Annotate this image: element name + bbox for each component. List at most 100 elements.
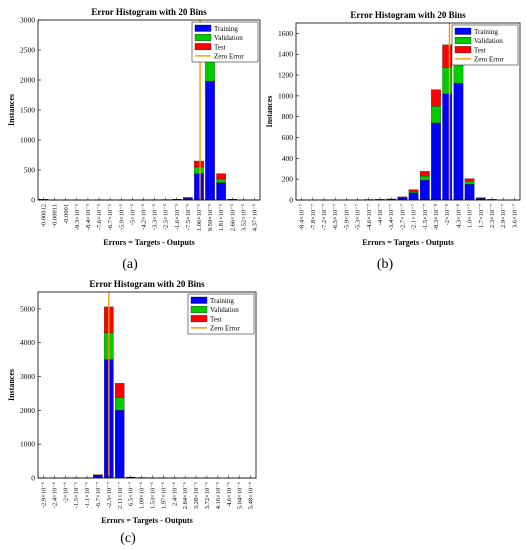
x-axis-label: Errors = Targets - Outputs <box>103 238 195 247</box>
y-tick-label: 2000 <box>20 406 35 415</box>
y-tick-label: 0 <box>31 196 35 205</box>
y-tick-label: 0 <box>289 196 293 205</box>
x-tick-label: 2.84×10⁻⁶ <box>182 482 189 509</box>
y-axis-label: Instances <box>265 95 274 127</box>
bar-test-16 <box>216 173 226 180</box>
y-tick-label: 800 <box>282 112 294 121</box>
x-tick-label: 2.3×10⁻⁷ <box>489 204 496 228</box>
legend-label: Test <box>210 315 222 323</box>
x-tick-label: -7.8×10⁻⁷ <box>310 204 317 230</box>
y-tick-label: 500 <box>24 166 36 175</box>
x-tick-label: 1.53×10⁻⁶ <box>149 482 156 509</box>
y-tick-label: 1600 <box>278 29 293 38</box>
x-tick-label: -7.6×10⁻⁵ <box>96 204 103 230</box>
legend-swatch-validation <box>190 306 208 313</box>
y-tick-label: 1400 <box>278 50 293 59</box>
x-tick-label: -9.3×10⁻⁵ <box>74 204 81 230</box>
legend-label: Validation <box>210 306 239 314</box>
x-tick-label: 2.4×10⁻⁶ <box>171 482 178 506</box>
x-tick-label: 4.3×10⁻⁸ <box>455 203 462 228</box>
chart-panel-2: Error Histogram with 20 Bins 0 1000 2000 300… <box>7 279 257 546</box>
legend-swatch-training <box>454 27 472 35</box>
legend-label: Training <box>210 297 234 305</box>
legend-swatch-test <box>454 46 472 54</box>
legend-label: Training <box>474 28 498 36</box>
x-tick-label: -2.3×10⁻⁷ <box>106 482 113 508</box>
x-tick-label: -2×10⁻⁶ <box>62 482 69 503</box>
bar-validation-11 <box>419 175 430 181</box>
legend-label: Test <box>214 43 226 51</box>
y-tick-label: 600 <box>282 133 294 142</box>
chart-title: Error Histogram with 20 Bins <box>89 279 205 289</box>
legend-label: Validation <box>474 37 503 45</box>
x-tick-label: -4×10⁻⁷ <box>377 204 384 225</box>
x-tick-label: -2×10⁻⁸ <box>444 203 451 225</box>
y-tick-label: 2500 <box>20 46 35 55</box>
x-tick-label: -7.2×10⁻⁷ <box>321 204 328 230</box>
bar-test-13 <box>442 44 453 68</box>
x-tick-label: -1.6×10⁻⁵ <box>174 204 181 230</box>
x-tick-label: 6.5×10⁻⁷ <box>128 482 135 506</box>
x-tick-label: 3.72×10⁻⁶ <box>204 482 211 509</box>
chart-panel-0: Error Histogram with 20 Bins 0 500 1000 1500… <box>7 7 261 272</box>
panel-label: (a) <box>122 257 138 272</box>
x-tick-label: 2.11×10⁻⁷ <box>117 482 124 509</box>
x-tick-label: -0.0001 <box>63 204 70 224</box>
x-tick-label: 3.6×10⁻⁷ <box>511 204 518 228</box>
bar-test-11 <box>419 171 430 177</box>
bar-training-13 <box>442 93 453 201</box>
x-tick-label: -4.6×10⁻⁷ <box>366 204 373 230</box>
x-tick-label: -8.4×10⁻⁵ <box>85 204 92 230</box>
x-tick-label: -5.9×10⁻⁵ <box>118 204 125 230</box>
x-tick-label: -2.7×10⁻⁷ <box>399 204 406 230</box>
x-axis-label: Errors = Targets - Outputs <box>362 238 454 247</box>
y-tick-label: 1000 <box>278 91 293 100</box>
y-tick-label: 2000 <box>20 76 35 85</box>
x-tick-label: -5×10⁻⁵ <box>129 204 136 225</box>
x-tick-label: 5.48×10⁻⁶ <box>248 482 255 509</box>
y-tick-label: 1200 <box>278 71 293 80</box>
y-tick-label: 400 <box>282 154 294 163</box>
x-tick-label: -7.5×10⁻⁶ <box>185 204 192 230</box>
x-tick-label: 5.04×10⁻⁶ <box>237 482 244 509</box>
x-tick-label: -1.5×10⁻⁶ <box>73 482 80 508</box>
x-tick-label: -0.00012 <box>41 204 48 227</box>
bar-training-14 <box>453 83 464 201</box>
y-tick-label: 4000 <box>20 338 35 347</box>
x-tick-label: 3.52×10⁻⁵ <box>240 204 247 231</box>
legend-label: Training <box>214 25 238 33</box>
x-tick-label: 2.9×10⁻⁷ <box>500 204 507 228</box>
x-tick-label: 3.28×10⁻⁶ <box>193 482 200 509</box>
chart-title: Error Histogram with 20 Bins <box>350 10 466 20</box>
bar-training-15 <box>205 81 215 201</box>
legend-label: Zero Error <box>210 325 240 333</box>
legend-label: Test <box>474 46 486 54</box>
x-tick-label: -2.9×10⁻⁶ <box>40 482 47 508</box>
chart-panel-1: Error Histogram with 20 Bins 0 200 400 600 80… <box>265 10 521 272</box>
bar-test-7 <box>115 383 125 398</box>
bar-validation-15 <box>464 181 475 185</box>
bar-validation-10 <box>408 191 419 193</box>
x-tick-label: -6.7×10⁻⁵ <box>107 204 114 230</box>
bar-test-5 <box>93 474 103 476</box>
legend-swatch-training <box>194 24 212 32</box>
bar-training-11 <box>419 180 430 201</box>
x-tick-label: -3.4×10⁻⁷ <box>388 204 395 230</box>
plot-area-frame <box>37 291 257 479</box>
x-axis-label: Errors = Targets - Outputs <box>101 516 193 525</box>
bar-validation-16 <box>216 178 226 183</box>
x-tick-label: -1.5×10⁻⁷ <box>422 204 429 230</box>
x-tick-label: -8.4×10⁻⁷ <box>299 204 306 230</box>
x-tick-label: -5.9×10⁻⁷ <box>343 204 350 230</box>
bar-validation-14 <box>194 166 204 174</box>
plot-area-frame <box>295 22 521 201</box>
x-tick-label: -2.1×10⁻⁷ <box>411 204 418 230</box>
bar-training-12 <box>431 122 441 201</box>
x-tick-label: -2.5×10⁻⁵ <box>163 204 170 230</box>
x-tick-label: -6.5×10⁻⁷ <box>332 204 339 230</box>
x-tick-label: -6.7×10⁻⁷ <box>95 482 102 508</box>
bar-training-7 <box>115 410 125 479</box>
